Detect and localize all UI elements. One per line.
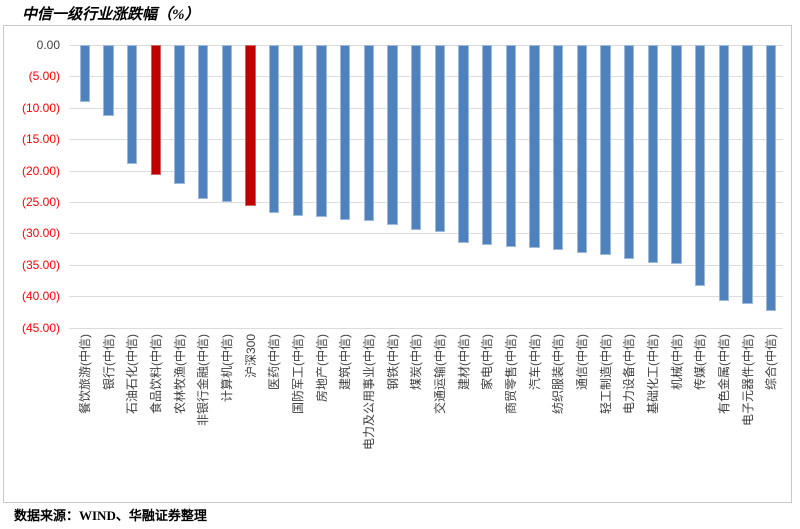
- bar: [458, 45, 469, 243]
- y-axis-tick-label: (30.00): [21, 226, 60, 241]
- bar: [623, 45, 635, 259]
- x-axis-category-label: 房地产(中信): [314, 334, 329, 402]
- bar: [505, 45, 517, 247]
- x-axis-category-label: 综合(中信): [764, 334, 779, 390]
- y-axis-tick-label: (45.00): [21, 320, 60, 335]
- bar: [410, 45, 422, 231]
- bar: [529, 45, 540, 248]
- bar-highlighted: [245, 45, 256, 207]
- bar: [576, 45, 588, 254]
- x-axis-category-label: 机械(中信): [669, 334, 684, 390]
- x-axis-category-label: 传媒(中信): [693, 334, 708, 390]
- bar: [221, 45, 233, 202]
- bar: [671, 45, 682, 264]
- x-axis-category-label: 农林牧渔(中信): [172, 334, 187, 414]
- x-axis-category-label: 煤炭(中信): [409, 334, 424, 390]
- x-axis-category-label: 石油石化(中信): [125, 334, 140, 414]
- y-axis-tick-label: (35.00): [21, 257, 60, 272]
- y-axis-tick-label: 0.00: [36, 38, 60, 52]
- x-axis-category-label: 商贸零售(中信): [503, 334, 518, 414]
- gridline: [69, 233, 783, 235]
- gridline: [69, 202, 783, 203]
- gridline: [69, 76, 783, 78]
- bar: [103, 45, 114, 116]
- gridline: [69, 264, 783, 266]
- gridline: [69, 170, 783, 172]
- bar: [79, 45, 91, 102]
- x-axis-category-label: 电力及公用事业(中信): [361, 334, 376, 450]
- bar: [126, 45, 138, 165]
- bar: [647, 45, 659, 263]
- bar: [694, 45, 706, 286]
- bar: [742, 45, 753, 304]
- y-axis-tick-label: (40.00): [21, 289, 60, 304]
- x-axis-category-label: 电力设备(中信): [622, 334, 637, 414]
- x-axis-category-label: 家电(中信): [480, 334, 495, 390]
- chart-title: 中信一级行业涨跌幅（%）: [22, 7, 200, 23]
- bar: [552, 45, 564, 250]
- x-axis-category-label: 建筑(中信): [338, 334, 353, 390]
- gridline: [69, 139, 783, 141]
- gridline: [69, 107, 783, 109]
- x-axis-category-label: 银行(中信): [101, 334, 116, 390]
- gridline: [69, 45, 783, 46]
- chart-plot-area: 0.00 (5.00) (10.00) (15.00) (20.00) (25.00) (3…: [3, 25, 792, 503]
- x-axis-category-label: 建材(中信): [456, 334, 471, 390]
- data-source-note: 数据来源：WIND、华融证券整理: [14, 508, 207, 523]
- x-axis-category-label: 钢铁(中信): [385, 334, 400, 390]
- bar: [481, 45, 493, 246]
- x-axis-category-label: 计算机(中信): [219, 334, 234, 402]
- x-axis-category-label: 基础化工(中信): [645, 334, 660, 414]
- bar: [600, 45, 611, 255]
- bar: [197, 45, 209, 200]
- gridline: [69, 296, 783, 298]
- x-axis-category-label: 纺织服装(中信): [551, 334, 566, 414]
- bar: [387, 45, 398, 225]
- bar-highlighted: [150, 45, 162, 175]
- x-axis-category-label: 交通运输(中信): [432, 334, 447, 414]
- bar: [363, 45, 375, 221]
- bar: [718, 45, 730, 302]
- y-axis-tick-label: (20.00): [21, 163, 60, 178]
- bar: [174, 45, 185, 184]
- gridline: [69, 327, 783, 329]
- x-axis-category-label: 非银行金融(中信): [196, 334, 211, 426]
- bar: [316, 45, 327, 218]
- x-axis-category-label: 食品饮料(中信): [148, 334, 163, 414]
- x-axis-category-label: 汽车(中信): [527, 334, 542, 390]
- x-axis-category-label: 医药(中信): [267, 334, 282, 390]
- x-axis-category-label: 电子元器件(中信): [740, 334, 755, 426]
- x-axis-category-label: 通信(中信): [574, 334, 589, 390]
- bar: [268, 45, 280, 213]
- y-axis-tick-label: (25.00): [21, 195, 60, 209]
- bar: [765, 45, 777, 312]
- x-axis-category-label: 餐饮旅游(中信): [77, 334, 92, 414]
- x-axis-category-label: 沪深300: [243, 334, 258, 379]
- x-axis-category-label: 国防军工(中信): [290, 334, 305, 414]
- y-axis-tick-label: (5.00): [28, 69, 60, 84]
- y-axis-tick-label: (10.00): [21, 100, 60, 115]
- x-axis-category-label: 有色金属(中信): [716, 334, 731, 414]
- bar: [339, 45, 351, 221]
- x-axis-category-label: 轻工制造(中信): [598, 334, 613, 414]
- y-axis-tick-label: (15.00): [21, 132, 60, 147]
- bar: [292, 45, 304, 217]
- bar: [434, 45, 446, 233]
